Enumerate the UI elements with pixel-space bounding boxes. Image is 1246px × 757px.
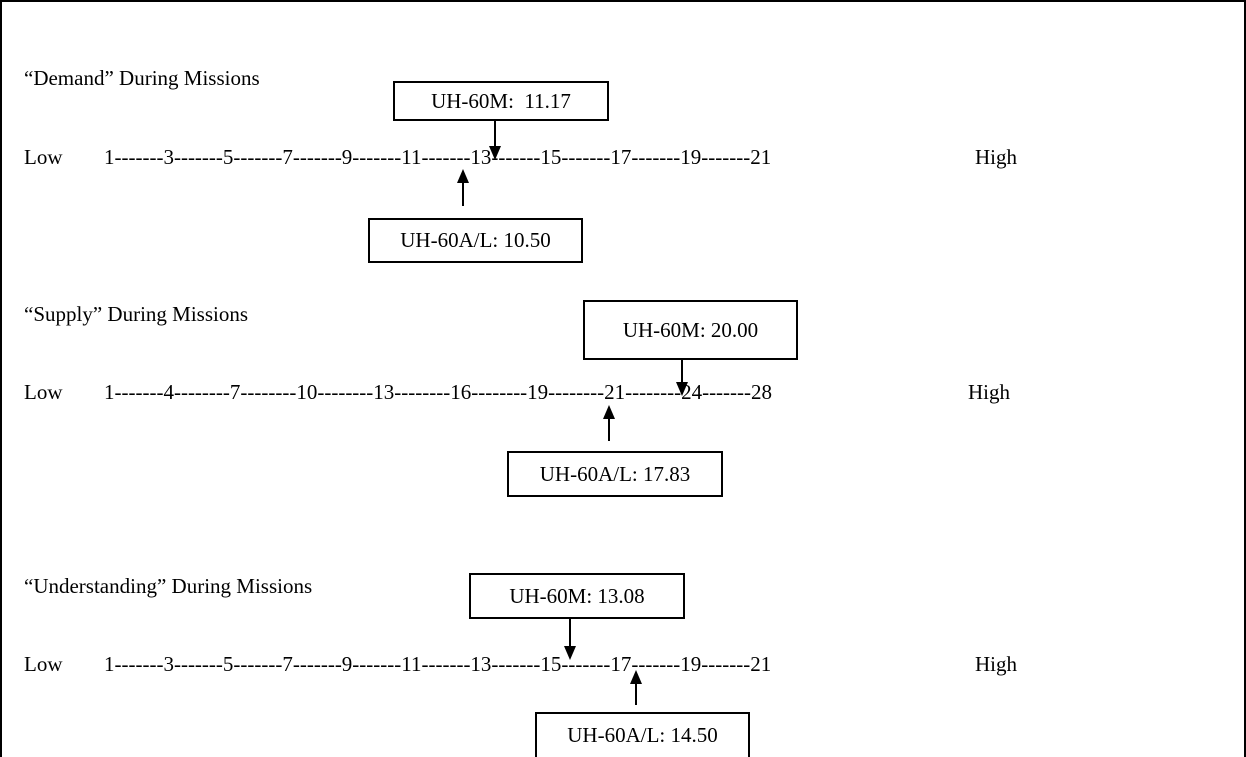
frame-border-top — [0, 0, 1246, 2]
understanding-uh60m-arrow — [564, 619, 576, 660]
understanding-uh60m-marker-box: UH-60M: 13.08 — [469, 573, 685, 619]
supply-uh60al-marker-box: UH-60A/L: 17.83 — [507, 451, 723, 497]
demand-uh60al-marker-box: UH-60A/L: 10.50 — [368, 218, 583, 263]
supply-uh60m-marker-box: UH-60M: 20.00 — [583, 300, 798, 360]
understanding-uh60al-marker-box: UH-60A/L: 14.50 — [535, 712, 750, 757]
understanding-scale-line: 1-------3-------5-------7-------9-------… — [104, 652, 772, 676]
supply-scale-title: “Supply” During Missions — [24, 302, 249, 326]
demand-uh60al-arrow — [457, 169, 469, 206]
understanding-high-label: High — [975, 652, 1017, 676]
supply-scale-line: 1-------4--------7--------10--------13--… — [104, 380, 773, 404]
demand-high-label: High — [975, 145, 1017, 169]
demand-uh60m-arrow — [489, 121, 501, 160]
supply-high-label: High — [968, 380, 1010, 404]
supply-low-label: Low — [24, 380, 63, 404]
frame-border-left — [0, 0, 2, 757]
understanding-low-label: Low — [24, 652, 63, 676]
understanding-scale-title: “Understanding” During Missions — [24, 574, 313, 598]
frame-border-right — [1244, 0, 1246, 757]
demand-scale-title: “Demand” During Missions — [24, 66, 260, 90]
demand-scale-line: 1-------3-------5-------7-------9-------… — [104, 145, 772, 169]
supply-uh60al-arrow — [603, 405, 615, 441]
demand-uh60m-marker-box: UH-60M: 11.17 — [393, 81, 609, 121]
understanding-uh60al-arrow — [630, 670, 642, 705]
demand-low-label: Low — [24, 145, 63, 169]
supply-uh60m-arrow — [676, 360, 688, 396]
